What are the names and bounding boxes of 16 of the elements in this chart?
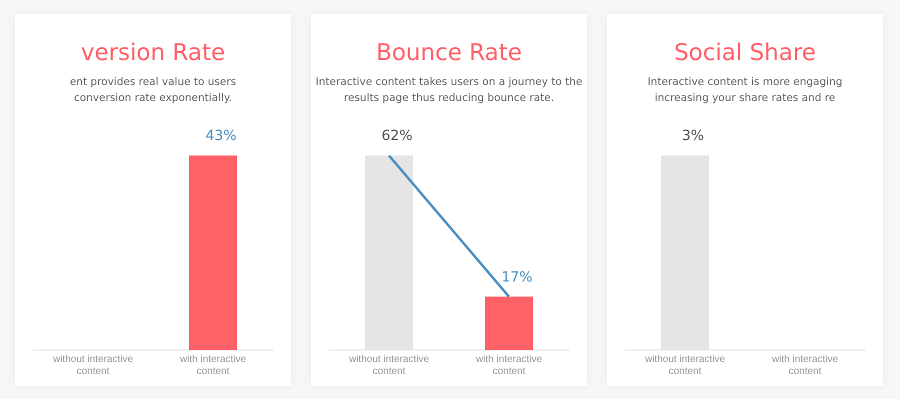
x-tick-label: with interactive content [474, 354, 543, 377]
chart-title: Social Share [673, 40, 817, 66]
chart-title: version Rate [80, 40, 226, 66]
x-tick-label: with interactive content [770, 354, 839, 377]
data-label: 17% [501, 269, 533, 286]
x-tick-label: without interactive content [348, 354, 430, 377]
x-tick-label: with interactive content [178, 354, 247, 377]
chart-subtitle: ent provides real value to users conversion rate exponentially. [68, 75, 238, 106]
data-label: 3% [682, 128, 704, 144]
x-tick-label: without interactive content [644, 354, 726, 377]
x-tick-label: without interactive content [52, 354, 134, 377]
chart-subtitle: Interactive content takes users on a journey to the results page thus reducing bounce rate. [314, 75, 584, 106]
chart-title: Bounce Rate [375, 40, 523, 66]
chart-subtitle: Interactive content is more engaging increasing your share rates and re [646, 75, 844, 106]
data-label: 43% [205, 128, 237, 144]
data-label: 62% [381, 128, 413, 144]
